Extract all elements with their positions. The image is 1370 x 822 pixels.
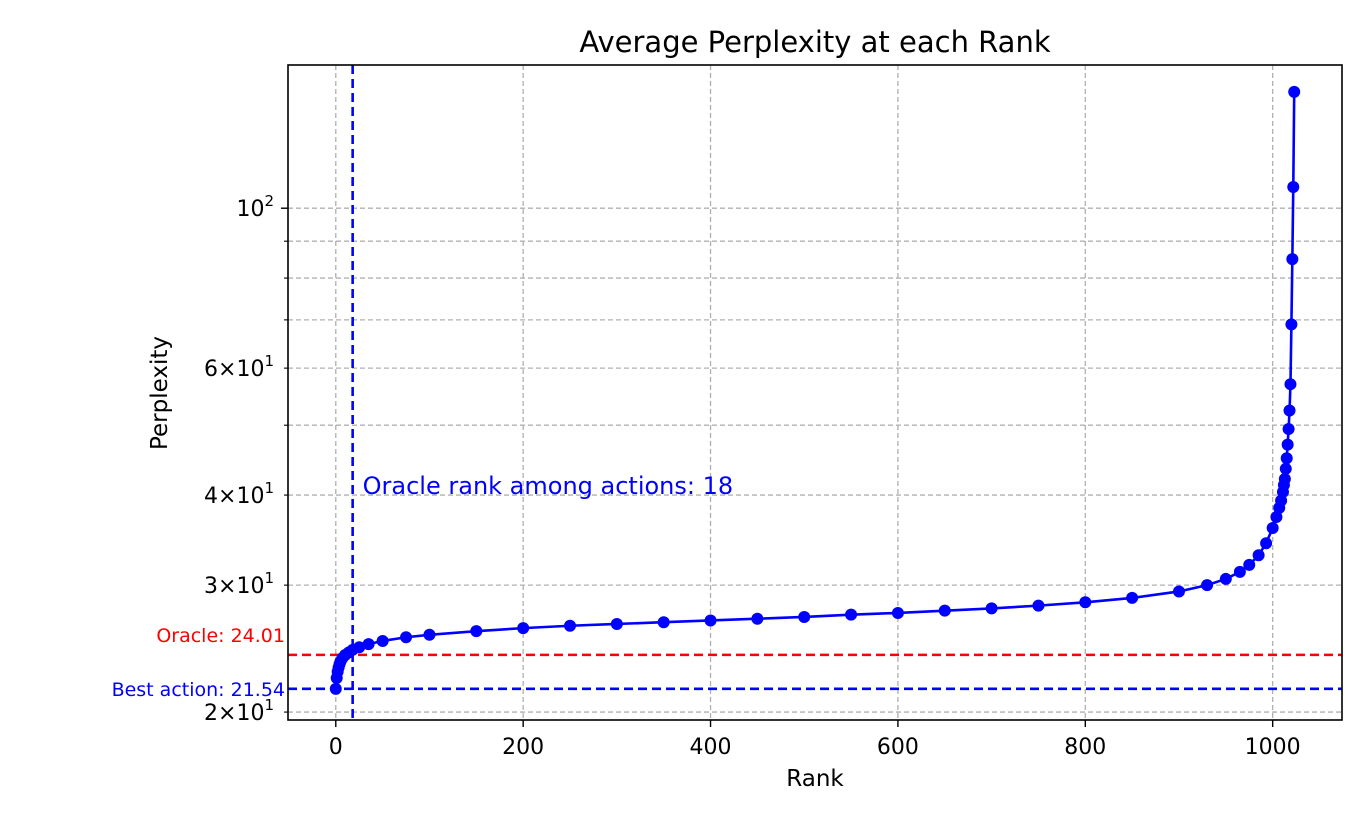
data-point [400, 631, 413, 644]
data-point [1243, 558, 1256, 571]
y-tick-label: 2×101 [204, 696, 274, 726]
data-point [1280, 452, 1293, 465]
data-point [1266, 522, 1279, 535]
y-tick-label: 6×101 [204, 352, 274, 382]
x-tick-label: 600 [877, 735, 919, 760]
data-point [1281, 438, 1294, 451]
data-point [470, 625, 483, 638]
data-point [1279, 462, 1292, 475]
oracle-rank-annotation: Oracle rank among actions: 18 [363, 472, 734, 500]
data-point [1287, 181, 1300, 194]
x-tick-label: 200 [502, 735, 544, 760]
data-point [610, 617, 623, 630]
plot-frame [287, 64, 1343, 721]
data-point [1260, 537, 1273, 550]
data-point [798, 610, 811, 623]
axis-ticks [281, 207, 1274, 727]
data-point [985, 602, 998, 615]
data-point [564, 619, 577, 632]
series-layer [329, 85, 1301, 695]
best-action-value-label: Best action: 21.54 [112, 679, 285, 701]
y-tick-label: 4×101 [204, 479, 274, 509]
data-point [751, 612, 764, 625]
data-point [376, 634, 389, 647]
data-point [329, 682, 342, 695]
chart-title: Average Perplexity at each Rank [579, 25, 1050, 59]
data-point [1285, 318, 1298, 331]
data-point [517, 622, 530, 635]
data-point [1278, 473, 1291, 486]
data-point [1079, 596, 1092, 609]
series-line [334, 91, 1296, 689]
reference-lines [288, 65, 1342, 720]
y-tick-label: 102 [236, 192, 274, 222]
x-tick-label: 800 [1064, 735, 1106, 760]
data-point [1126, 591, 1139, 604]
data-point [362, 638, 375, 651]
x-tick-label: 400 [690, 735, 732, 760]
data-point [1201, 579, 1214, 592]
x-axis-title: Rank [786, 766, 844, 792]
grid-lines [288, 65, 1342, 720]
data-point [1219, 572, 1232, 585]
data-point [704, 614, 717, 627]
data-point [1282, 422, 1295, 435]
data-point [1286, 253, 1299, 266]
data-point [1233, 565, 1246, 578]
oracle-value-label: Oracle: 24.01 [156, 625, 285, 647]
data-point [1172, 585, 1185, 598]
y-axis-title: Perplexity [147, 336, 173, 450]
x-tick-label: 1000 [1245, 735, 1301, 760]
data-point [1283, 404, 1296, 417]
data-point [657, 616, 670, 629]
data-point [1288, 85, 1301, 98]
data-point [845, 608, 858, 621]
data-point [353, 641, 366, 654]
data-point [1252, 549, 1265, 562]
x-tick-label: 0 [329, 735, 343, 760]
data-point [1284, 378, 1297, 391]
data-point [1032, 599, 1045, 612]
data-point [1270, 510, 1283, 523]
y-tick-label: 3×101 [204, 569, 274, 599]
data-point [938, 604, 951, 617]
data-point [423, 628, 436, 641]
data-point [891, 606, 904, 619]
tick-labels: 0 200 400 600 800 1000 102 2×101 3×101 4×101 6×101 [204, 192, 1301, 760]
